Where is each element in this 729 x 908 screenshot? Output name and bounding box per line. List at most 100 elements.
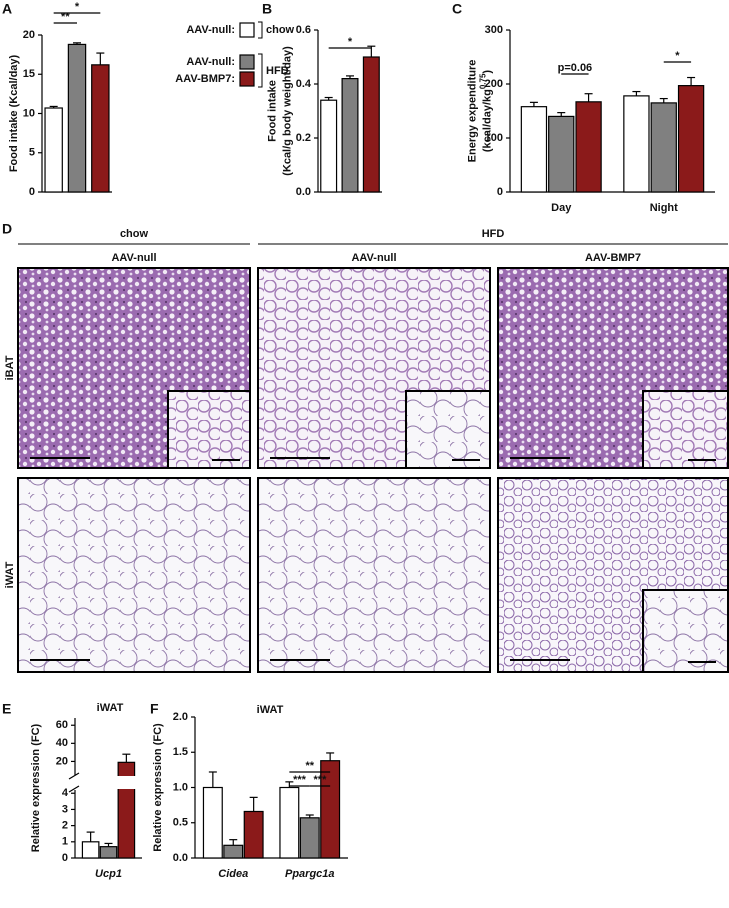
y-tick-label: 3 <box>62 803 68 815</box>
panel-letter: C <box>452 1 462 17</box>
y-tick-label: 15 <box>23 68 35 80</box>
y-tick-label: 40 <box>56 737 68 749</box>
column-label: AAV-null <box>111 252 156 264</box>
panel-letter: E <box>2 701 11 717</box>
y-tick-label: 20 <box>56 755 68 767</box>
bar <box>677 85 705 193</box>
scale-bars <box>30 457 716 663</box>
group-label: HFD <box>482 228 505 240</box>
legend-bracket <box>258 21 263 39</box>
group-label: chow <box>120 228 149 240</box>
bar <box>44 107 63 193</box>
y-axis-label-part: ) <box>481 70 493 74</box>
bar <box>320 760 341 859</box>
y-tick-label: 0 <box>62 852 68 864</box>
y-tick-label: 2 <box>62 820 68 832</box>
panel-letter: D <box>2 221 12 237</box>
legend-bracket <box>258 53 263 88</box>
legend-label: AAV-BMP7: <box>175 73 235 85</box>
bar <box>91 64 110 193</box>
bar <box>279 786 300 859</box>
bar <box>623 95 650 193</box>
y-tick-label: 4 <box>62 787 69 799</box>
inset <box>642 390 729 469</box>
panel-title: iWAT <box>97 702 124 714</box>
y-axis-label: Food intake <box>266 80 278 142</box>
bar <box>341 77 359 193</box>
legend-swatch <box>239 71 255 87</box>
y-tick-label: 0.0 <box>173 852 188 864</box>
y-axis-label: Relative expression (FC) <box>152 723 164 852</box>
panel-title: iWAT <box>257 704 284 716</box>
bar <box>67 43 87 193</box>
y-tick-label: 300 <box>485 24 503 36</box>
y-tick-label: 200 <box>485 78 503 90</box>
y-tick-label: 0.2 <box>296 132 311 144</box>
legend-group: chow <box>266 24 295 36</box>
significance-label: ** <box>305 760 314 772</box>
panel-letter: B <box>262 1 272 17</box>
significance-label: * <box>75 1 80 13</box>
significance-label: *** <box>293 774 307 786</box>
y-tick-label: 1.5 <box>173 746 188 758</box>
y-axis-label: (Kcal/g body weight/day) <box>281 46 293 176</box>
x-tick-label: Ucp1 <box>95 868 122 880</box>
y-axis-label: (kcal/day/kg0.75) <box>479 70 494 153</box>
y-tick-label: 5 <box>29 147 35 159</box>
image <box>17 477 251 673</box>
bar <box>99 846 118 859</box>
y-tick-label: 1 <box>62 836 68 848</box>
break-mark <box>68 772 80 780</box>
inset <box>642 589 729 673</box>
y-tick-label: 0 <box>497 186 503 198</box>
x-tick-label: Night <box>650 202 678 214</box>
y-tick-label: 0.4 <box>296 78 312 90</box>
y-axis-label: Energy expenditure <box>466 60 478 163</box>
image <box>257 477 491 673</box>
significance-label: p=0.06 <box>558 62 593 74</box>
legend-label: AAV-null: <box>186 24 235 36</box>
bar <box>362 56 380 193</box>
panel-letter: A <box>2 1 12 17</box>
panel-letter: F <box>150 701 159 717</box>
x-tick-label: Cidea <box>218 868 248 880</box>
column-label: AAV-BMP7 <box>585 252 641 264</box>
y-tick-label: 0.0 <box>296 186 311 198</box>
bar <box>650 102 677 193</box>
y-axis-label-part: (kcal/day/kg <box>481 89 493 152</box>
column-label: AAV-null <box>351 252 396 264</box>
bar <box>243 810 264 859</box>
legend-label: AAV-null: <box>186 56 235 68</box>
bar <box>81 841 100 859</box>
legend-group: HFD <box>266 65 289 77</box>
legend-swatch <box>239 54 255 70</box>
row-label: iWAT <box>4 561 16 588</box>
y-tick-label: 1.0 <box>173 781 188 793</box>
legend-swatch <box>239 22 255 38</box>
y-tick-label: 10 <box>23 107 35 119</box>
y-tick-label: 100 <box>485 132 503 144</box>
bar <box>575 101 602 193</box>
bar <box>320 99 338 193</box>
y-tick-label: 0.6 <box>296 24 311 36</box>
significance-label: * <box>348 36 353 48</box>
y-axis-label-part: 0.75 <box>479 73 488 89</box>
axis-break <box>69 776 144 789</box>
bar <box>520 106 548 193</box>
row-label: iBAT <box>4 355 16 380</box>
y-tick-label: 0 <box>29 186 35 198</box>
y-tick-label: 60 <box>56 719 68 731</box>
x-tick-label: Day <box>551 202 572 214</box>
bar <box>223 844 244 859</box>
break-mark <box>68 785 80 793</box>
significance-label: *** <box>314 774 328 786</box>
inset <box>167 390 251 469</box>
significance-label: * <box>675 50 680 62</box>
y-axis-label: Food intake (Kcal/day) <box>8 54 20 172</box>
y-tick-label: 2.0 <box>173 711 188 723</box>
histology-images <box>17 243 729 673</box>
bar <box>299 817 320 859</box>
y-tick-label: 0.5 <box>173 817 188 829</box>
y-axis-label: Relative expression (FC) <box>30 723 42 852</box>
x-tick-label: Ppargc1a <box>285 868 335 880</box>
